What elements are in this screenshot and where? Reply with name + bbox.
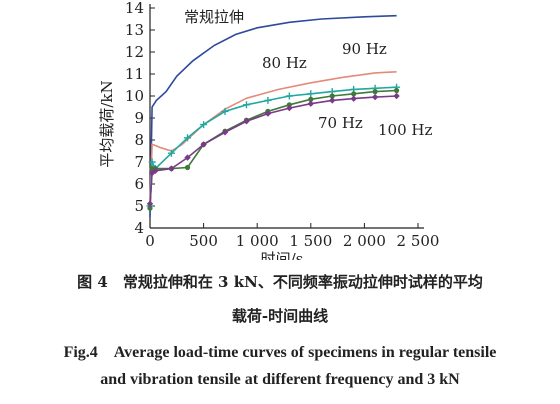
series-label: 90 Hz <box>342 40 387 58</box>
y-tick-label: 12 <box>125 43 144 61</box>
series-labels: 常规拉伸 90 Hz 80 Hz 70 Hz 100 Hz <box>184 8 432 139</box>
x-tick-label: 0 <box>145 232 155 250</box>
data-point <box>184 154 191 161</box>
series-0 <box>149 14 397 218</box>
data-point <box>147 205 153 211</box>
data-point <box>167 149 175 157</box>
data-point <box>329 97 336 104</box>
series-3 <box>147 87 400 211</box>
data-point <box>200 121 208 129</box>
y-tick-label: 13 <box>125 21 144 39</box>
series-line <box>149 86 397 207</box>
data-point <box>148 158 156 166</box>
data-point <box>146 200 154 207</box>
y-tick-label: 7 <box>134 153 144 171</box>
axes: 4 5 6 7 8 9 10 11 12 13 14 0 500 1 000 1 500 2 000 2 500… <box>98 0 439 260</box>
data-point <box>351 91 357 97</box>
data-point <box>200 141 207 148</box>
y-tick-label: 14 <box>125 0 144 17</box>
caption-cn-line2: 载荷-时间曲线 <box>231 307 329 325</box>
data-point <box>221 107 229 115</box>
data-point <box>168 165 175 172</box>
series-label: 80 Hz <box>262 54 307 72</box>
y-tick-label: 9 <box>134 109 144 127</box>
data-point <box>286 104 293 112</box>
data-point <box>221 129 229 136</box>
series-layer <box>146 14 401 218</box>
x-tick-label: 2 500 <box>397 232 440 250</box>
data-point <box>307 100 314 107</box>
caption-en-line1: Fig.4 Average load-time curves of specim… <box>63 344 497 361</box>
y-tick-label: 6 <box>134 175 144 193</box>
data-point <box>372 89 378 95</box>
y-axis-title: 平均载荷/kN <box>98 80 116 167</box>
data-point <box>264 96 272 104</box>
y-tick-label: 10 <box>125 87 144 105</box>
data-point <box>184 134 192 142</box>
data-point <box>393 87 400 94</box>
data-point <box>350 95 357 102</box>
series-line <box>149 89 397 209</box>
data-point <box>371 93 379 101</box>
series-2 <box>146 83 401 210</box>
series-4 <box>146 92 400 207</box>
caption-cn-line1: 图 4 常规拉伸和在 3 kN、不同频率振动拉伸时试样的平均 <box>77 273 483 291</box>
x-tick-label: 1 500 <box>289 232 332 250</box>
data-point <box>184 164 191 171</box>
data-point <box>152 167 159 174</box>
y-tick-label: 4 <box>134 219 144 237</box>
x-tick-label: 500 <box>189 232 218 250</box>
data-point <box>308 96 314 102</box>
data-point <box>243 118 250 125</box>
x-tick-label: 1 000 <box>236 232 279 250</box>
caption-en-line2: and vibration tensile at different frequ… <box>100 371 460 388</box>
series-1 <box>149 71 397 207</box>
x-tick-label: 2 000 <box>343 232 386 250</box>
series-label: 70 Hz <box>318 114 363 132</box>
x-axis-title: 时间/s <box>261 250 304 260</box>
data-point <box>285 92 293 100</box>
data-point <box>329 93 335 99</box>
data-point <box>242 101 250 109</box>
series-label: 常规拉伸 <box>184 8 244 26</box>
data-point <box>264 110 272 117</box>
chart: 4 5 6 7 8 9 10 11 12 13 14 0 500 1 000 1 500 2 000 2 500… <box>98 0 439 260</box>
series-label: 100 Hz <box>378 121 432 139</box>
y-tick-label: 11 <box>125 65 144 83</box>
data-point <box>307 90 315 98</box>
series-line <box>149 14 397 218</box>
y-tick-label: 8 <box>134 131 144 149</box>
series-line <box>149 71 397 207</box>
y-tick-label: 5 <box>134 197 144 215</box>
series-line <box>149 95 397 204</box>
data-point <box>393 92 400 100</box>
data-point <box>286 102 292 108</box>
